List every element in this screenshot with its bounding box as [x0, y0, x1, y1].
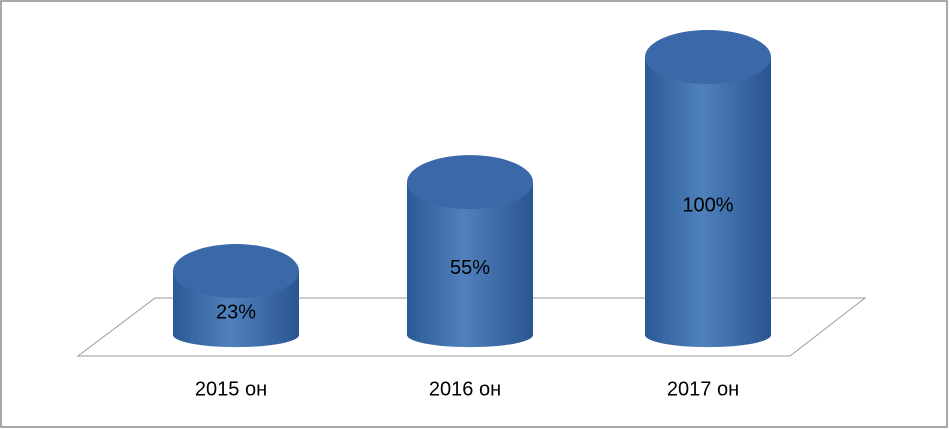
value-label: 100%	[682, 194, 733, 216]
cylinder-top	[407, 155, 533, 210]
x-tick-label: 2016 он	[429, 378, 501, 400]
x-tick-label: 2017 он	[667, 378, 739, 400]
cylinder-top	[645, 30, 771, 84]
value-label: 55%	[450, 257, 490, 279]
cylinder-top	[173, 244, 299, 299]
x-tick-label: 2015 он	[195, 378, 267, 400]
cylinder-body	[407, 182, 533, 348]
value-label: 23%	[216, 301, 256, 323]
cylinder-body	[645, 57, 771, 348]
